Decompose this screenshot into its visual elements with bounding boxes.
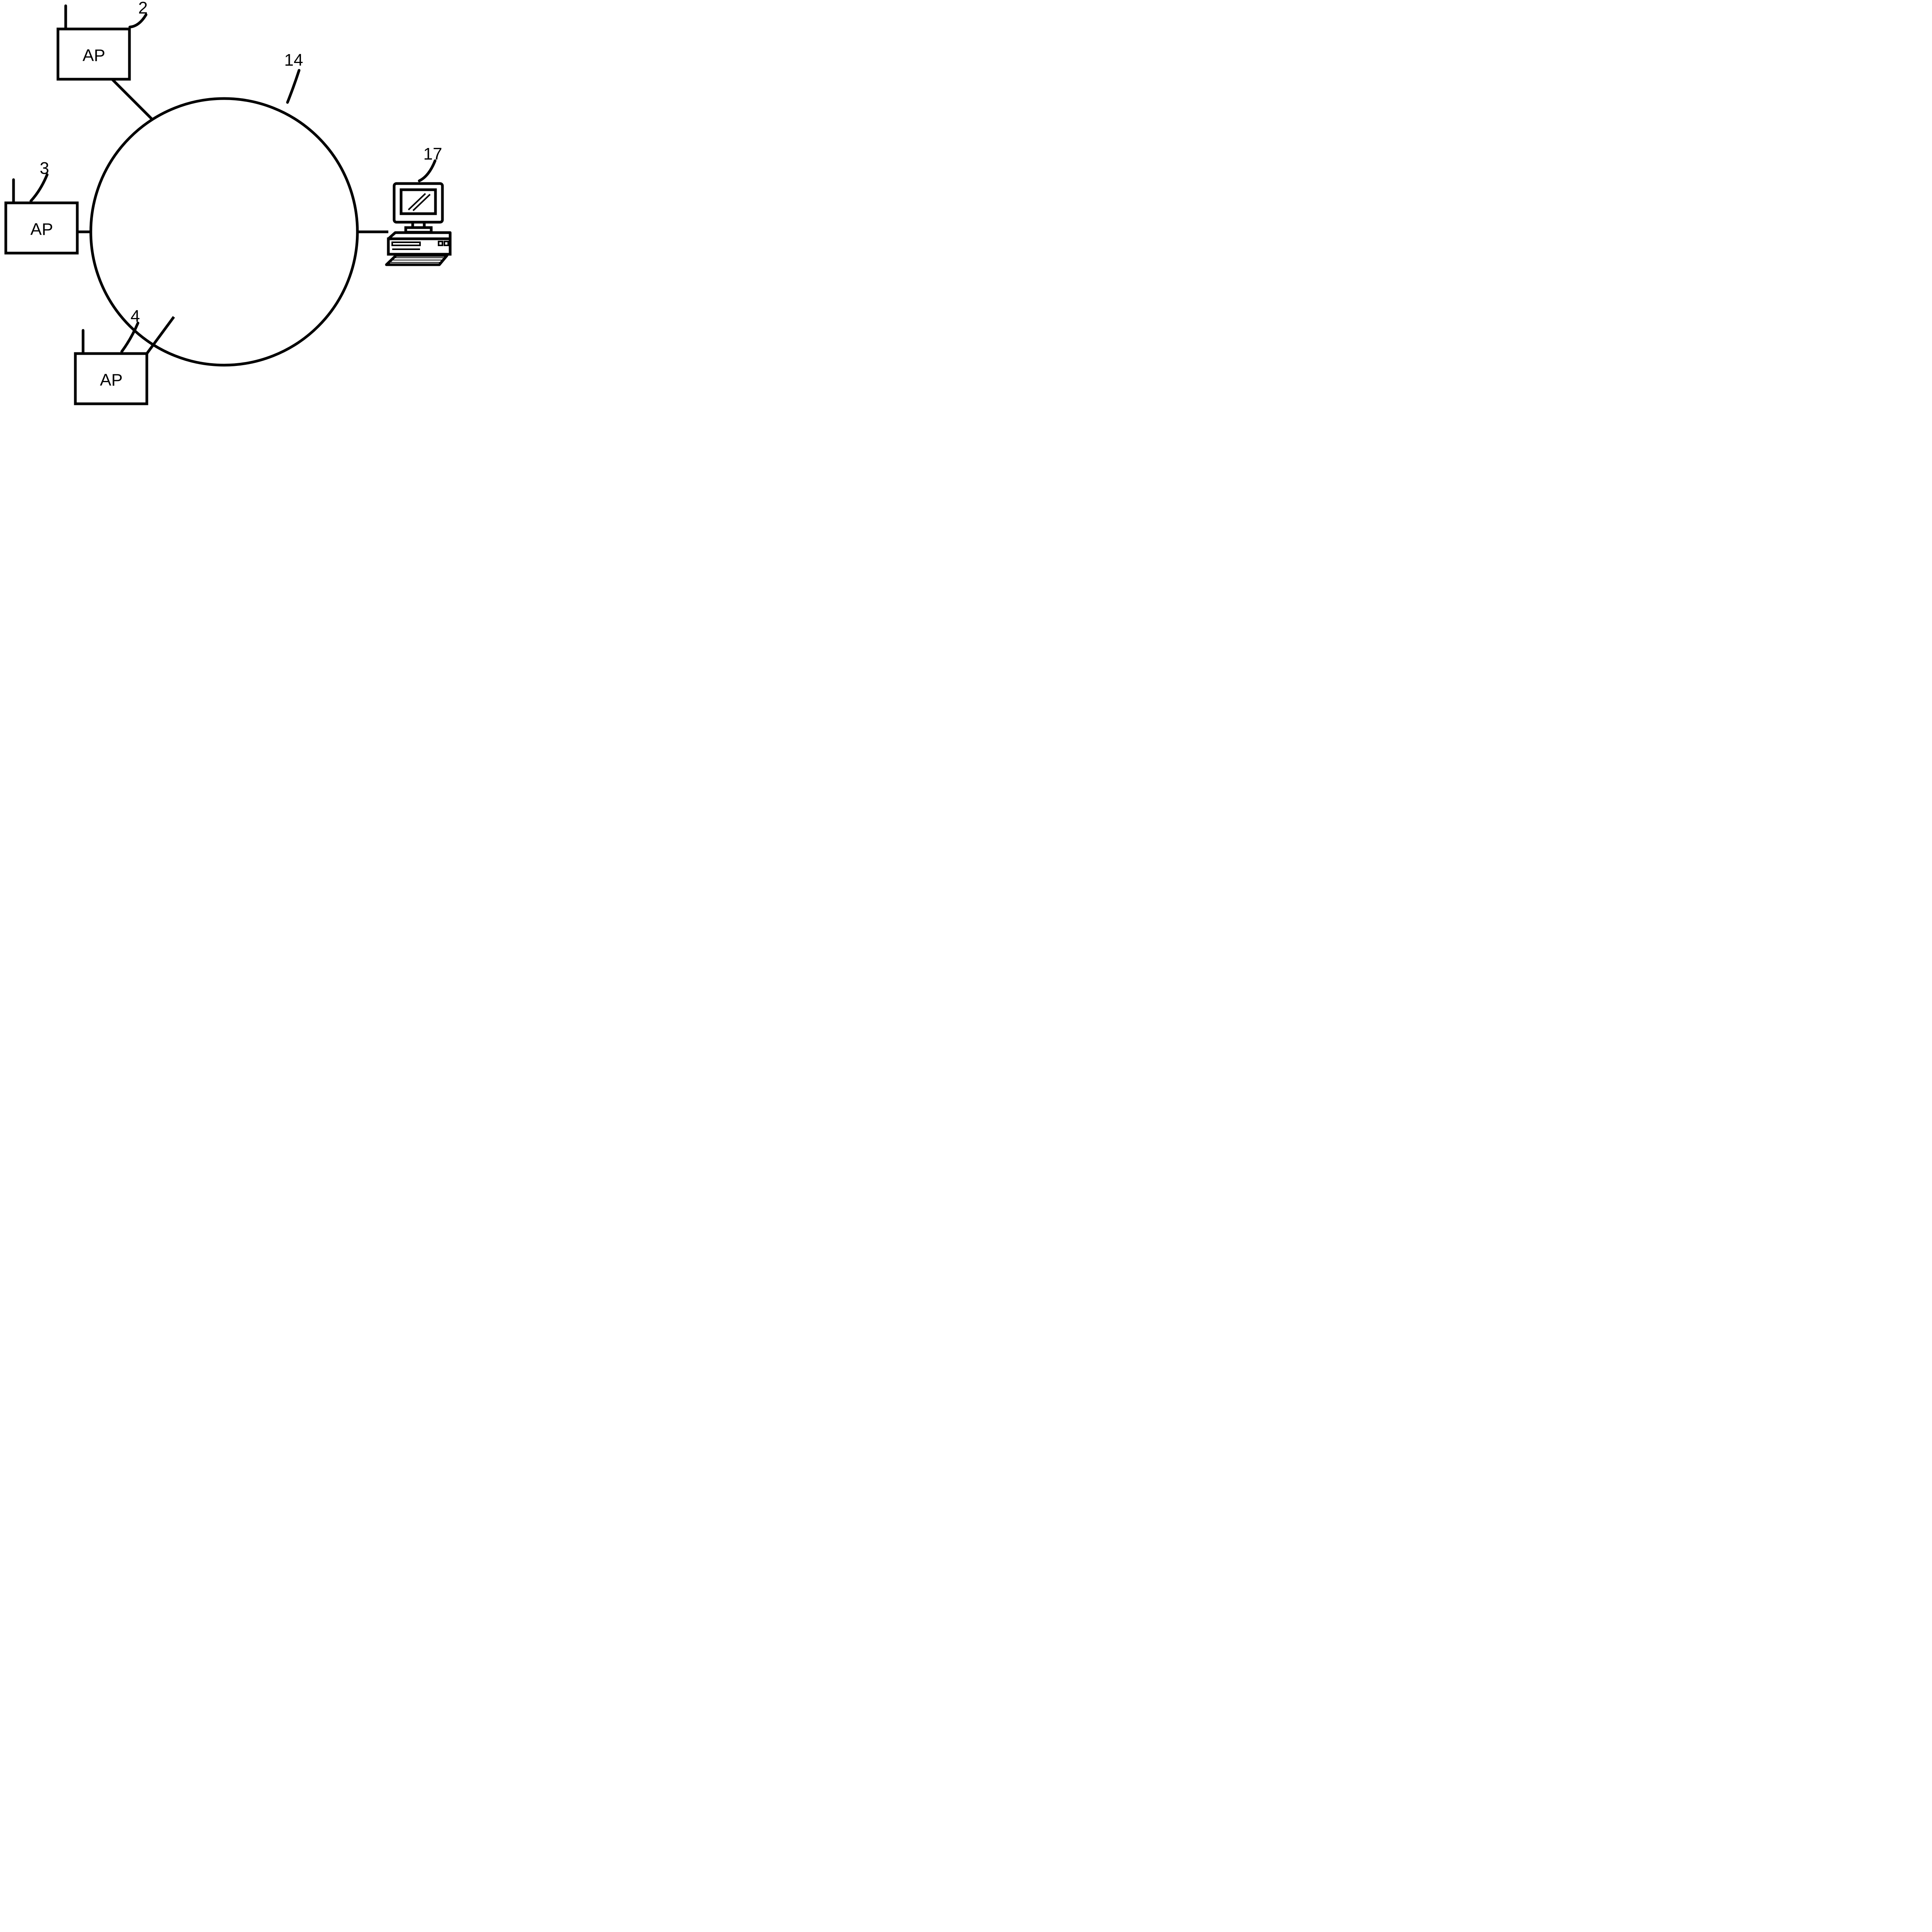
ap-4-ref: 4 <box>131 307 140 326</box>
ap-2-label: AP <box>83 46 105 65</box>
leader-line-14 <box>287 70 299 102</box>
ap-2-link <box>112 79 153 120</box>
ap-3-ref: 3 <box>40 159 49 178</box>
ap-3: AP 3 <box>6 159 91 253</box>
ap-3-label: AP <box>31 220 53 239</box>
leader-line-17 <box>419 161 435 181</box>
monitor-screen <box>401 190 435 214</box>
computer-17: 17 <box>357 145 450 265</box>
ref-label-14: 14 <box>284 51 303 70</box>
ap-2: AP 2 <box>58 0 153 120</box>
network-diagram: 14 AP 2 AP 3 AP 4 17 <box>0 0 456 410</box>
ap-2-ref: 2 <box>138 0 148 17</box>
ap-3-leader <box>31 175 47 201</box>
ap-4-label: AP <box>100 371 123 389</box>
ref-label-17: 17 <box>423 145 442 163</box>
